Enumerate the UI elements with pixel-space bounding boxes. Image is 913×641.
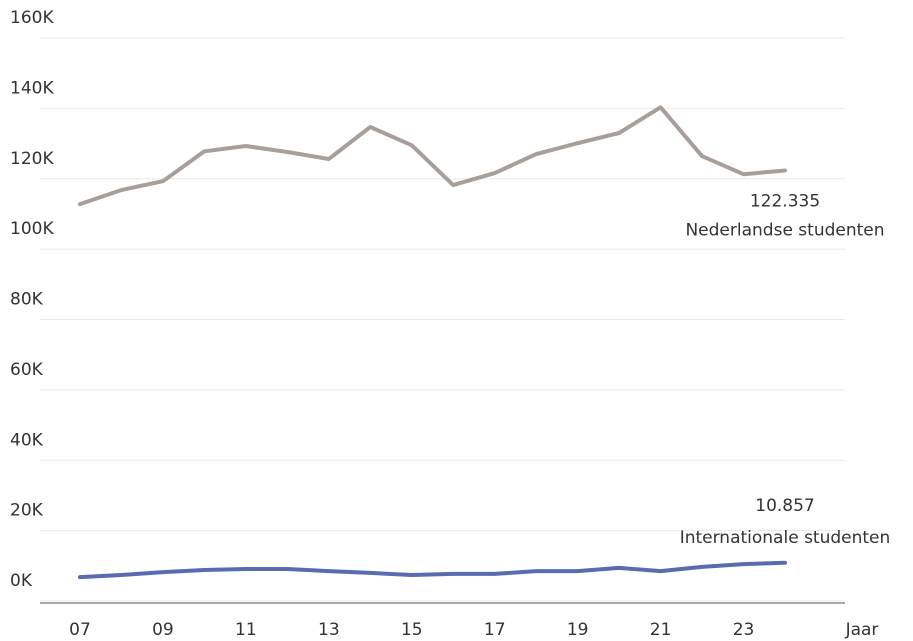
y-tick-label: 160K	[10, 8, 54, 28]
data-label: 10.857	[755, 496, 814, 516]
x-tick-label: 07	[69, 620, 91, 640]
series-line	[78, 105, 787, 207]
x-tick-label: 09	[152, 620, 174, 640]
x-axis-label: Jaar	[845, 620, 879, 640]
x-tick-label: 13	[318, 620, 340, 640]
y-tick-label: 80K	[10, 290, 44, 310]
y-tick-label: 20K	[10, 501, 44, 521]
x-tick-label: 15	[401, 620, 423, 640]
x-tick-label: 21	[650, 620, 672, 640]
series-line	[78, 560, 787, 580]
y-tick-label: 100K	[10, 219, 54, 239]
y-tick-label: 140K	[10, 78, 54, 98]
y-tick-label: 0K	[10, 571, 33, 591]
y-tick-label: 120K	[10, 149, 54, 169]
x-tick-label: 19	[567, 620, 589, 640]
y-tick-label: 60K	[10, 360, 44, 380]
x-tick-label: 23	[733, 620, 755, 640]
x-tick-label: 17	[484, 620, 506, 640]
series-label: Internationale studenten	[680, 528, 891, 548]
data-label: 122.335	[750, 192, 820, 212]
series-label: Nederlandse studenten	[685, 221, 884, 241]
x-tick-label: 11	[235, 620, 257, 640]
y-tick-label: 40K	[10, 430, 44, 450]
